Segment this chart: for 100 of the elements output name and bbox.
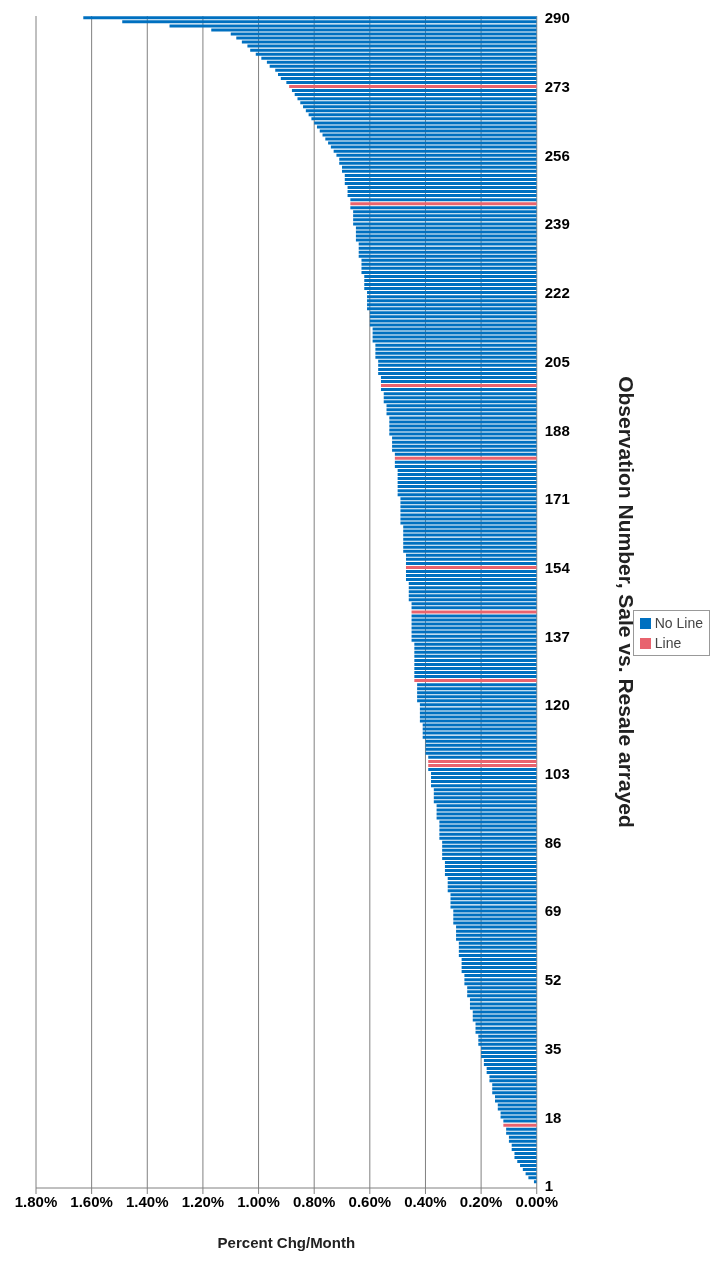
bar (344, 182, 537, 185)
bar (495, 1099, 537, 1103)
bar (364, 283, 537, 287)
bar (342, 165, 537, 169)
bar (353, 214, 537, 218)
y-tick-label: 205 (544, 352, 570, 370)
bar (442, 852, 537, 856)
y-tick-label: 222 (544, 284, 570, 302)
bar (328, 141, 537, 145)
bar (330, 145, 537, 149)
bar (358, 246, 537, 250)
bar (405, 578, 537, 582)
y-tick-label: 52 (544, 971, 562, 989)
bar (528, 1176, 537, 1180)
bar (297, 97, 537, 101)
bar (456, 925, 537, 929)
bar (392, 448, 537, 452)
bar (478, 1038, 537, 1042)
bar (411, 630, 537, 634)
bar (508, 1139, 537, 1143)
bar (417, 695, 537, 699)
bar (450, 905, 537, 909)
bar (469, 1006, 537, 1010)
bar (380, 380, 537, 384)
bar (403, 541, 537, 545)
bar (458, 953, 537, 957)
bar (433, 788, 537, 792)
bar (436, 812, 537, 816)
bar (389, 432, 537, 436)
bar (336, 153, 537, 157)
bar (372, 339, 537, 343)
bar (325, 137, 537, 141)
bar (367, 295, 537, 299)
bar (308, 113, 537, 117)
bar (414, 650, 537, 654)
bar (389, 416, 537, 420)
legend-label: No Line (654, 615, 703, 631)
bar (367, 299, 537, 303)
bar (311, 117, 537, 121)
bar (439, 824, 537, 828)
bar (442, 844, 537, 848)
bar (364, 287, 537, 291)
bar (500, 1111, 537, 1115)
bar (344, 173, 537, 177)
bar (511, 1143, 537, 1147)
bar (511, 1147, 537, 1151)
bar (361, 270, 537, 274)
bar (489, 1079, 537, 1083)
bar (414, 662, 537, 666)
bar (403, 537, 537, 541)
bar (83, 16, 537, 20)
bar (378, 367, 537, 371)
bar (414, 654, 537, 658)
bar (453, 921, 537, 925)
bar (464, 974, 537, 978)
bar (506, 1127, 537, 1131)
x-tick-label: 1.80% (14, 1192, 58, 1210)
y-tick-label: 154 (544, 558, 571, 576)
bar (439, 836, 537, 840)
bar (408, 590, 537, 594)
bar (397, 489, 537, 493)
bar (411, 614, 537, 618)
legend-label: Line (654, 635, 682, 651)
bar (339, 157, 537, 161)
bar (408, 594, 537, 598)
bar (497, 1107, 537, 1111)
bar (405, 561, 537, 565)
bar (428, 759, 537, 763)
bar (433, 792, 537, 796)
bar (444, 864, 537, 868)
bar (375, 355, 537, 359)
bar (408, 598, 537, 602)
bar (472, 1010, 537, 1014)
bar (461, 961, 537, 965)
bar (397, 472, 537, 476)
bar (428, 755, 537, 759)
bar (350, 202, 537, 206)
bar (436, 816, 537, 820)
bar (355, 234, 537, 238)
bar (414, 679, 537, 683)
bar (378, 371, 537, 375)
y-tick-label: 1 (544, 1177, 554, 1195)
bar (361, 262, 537, 266)
bar (475, 1026, 537, 1030)
bar (350, 198, 537, 202)
x-tick-label: 0.80% (292, 1192, 336, 1210)
y-tick-label: 137 (544, 627, 570, 645)
bar (431, 772, 537, 776)
bar (483, 1058, 537, 1062)
bar (358, 250, 537, 254)
bar (408, 582, 537, 586)
x-tick-label: 1.40% (126, 1192, 169, 1210)
y-tick-label: 290 (544, 9, 570, 27)
bar (428, 768, 537, 771)
bar (400, 513, 537, 517)
bar (411, 606, 537, 610)
bar (439, 832, 537, 836)
bar (392, 444, 537, 448)
bar (444, 860, 537, 864)
y-tick-label: 69 (544, 902, 562, 920)
